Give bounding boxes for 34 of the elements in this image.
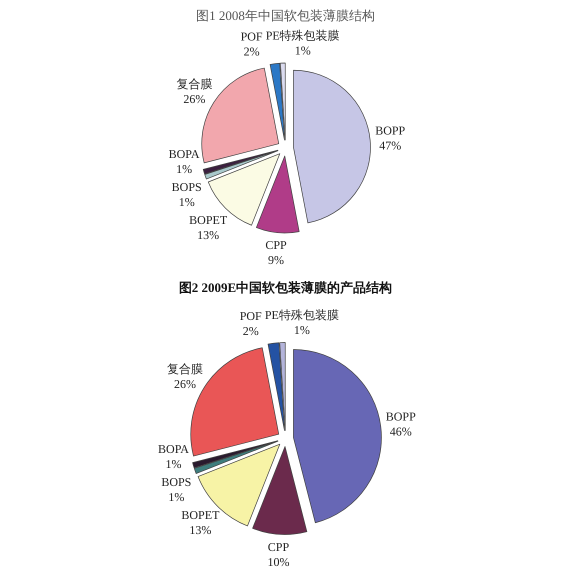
data-label: 9% bbox=[268, 253, 284, 268]
slice-label: 复合膜 bbox=[176, 77, 212, 92]
chart-title: 图1 2008年中国软包装薄膜结构 bbox=[196, 8, 375, 23]
data-label: 26% bbox=[174, 376, 196, 391]
data-label: 1% bbox=[168, 490, 184, 504]
slice-label: POF bbox=[240, 29, 263, 44]
data-label: 10% bbox=[267, 554, 290, 569]
data-label: 1% bbox=[294, 44, 311, 58]
slice-label: CPP bbox=[265, 238, 288, 252]
data-label: 1% bbox=[294, 323, 310, 338]
slice-label: BOPET bbox=[181, 508, 220, 522]
data-label: 26% bbox=[183, 92, 206, 106]
data-label: 2% bbox=[242, 324, 259, 338]
data-label: 1% bbox=[178, 194, 195, 209]
data-label: 1% bbox=[176, 162, 192, 176]
data-label: 13% bbox=[189, 523, 212, 538]
data-label: 13% bbox=[197, 228, 220, 242]
slice-label: 复合膜 bbox=[167, 362, 204, 376]
slice-label: BOPA bbox=[158, 442, 190, 456]
slice-label: BOPP bbox=[375, 124, 406, 138]
slice-label: POF bbox=[240, 308, 262, 323]
chart-title: 图2 2009E中国软包装薄膜的产品结构 bbox=[178, 280, 392, 295]
data-label: 46% bbox=[390, 424, 412, 438]
slice-label: BOPET bbox=[189, 212, 228, 227]
slice-label: BOPS bbox=[172, 180, 202, 194]
data-label: 2% bbox=[244, 44, 260, 58]
data-label: 1% bbox=[166, 457, 182, 472]
data-label: 47% bbox=[379, 138, 402, 153]
slice-label: BOPS bbox=[161, 475, 192, 490]
slice-label: BOPP bbox=[386, 409, 416, 424]
slice-label: PE特殊包装膜 bbox=[264, 308, 339, 322]
slice-label: CPP bbox=[268, 540, 290, 554]
slice-label: BOPA bbox=[168, 146, 200, 161]
slice-label: PE特殊包装膜 bbox=[266, 28, 340, 43]
